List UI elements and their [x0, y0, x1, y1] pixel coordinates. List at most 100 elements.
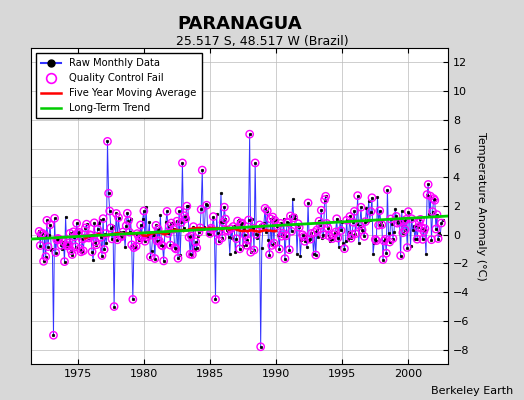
Point [130, 244, 138, 251]
Point [261, 205, 269, 212]
Point [270, 240, 278, 246]
Point [37, 231, 46, 237]
Point [76, 246, 84, 252]
Point [144, 232, 152, 238]
Point [301, 238, 309, 244]
Point [77, 249, 85, 255]
Point [401, 227, 409, 233]
Point [320, 196, 329, 203]
Point [73, 230, 82, 236]
Point [211, 296, 220, 302]
Point [316, 222, 324, 229]
Point [175, 208, 183, 214]
Point [208, 226, 216, 233]
Point [170, 244, 179, 251]
Point [266, 216, 275, 222]
Point [337, 227, 345, 234]
Point [42, 217, 51, 224]
Point [39, 258, 48, 264]
Point [279, 230, 287, 236]
Point [290, 214, 298, 221]
Point [215, 238, 223, 244]
Point [220, 204, 228, 210]
Point [143, 234, 151, 240]
Point [110, 303, 118, 310]
Text: Berkeley Earth: Berkeley Earth [431, 386, 514, 396]
Point [404, 208, 412, 215]
Point [198, 167, 206, 173]
Point [85, 232, 94, 238]
Point [152, 222, 160, 228]
Point [229, 223, 237, 230]
Point [154, 226, 162, 232]
Point [306, 236, 314, 242]
Point [112, 210, 121, 217]
Point [426, 193, 434, 199]
Point [267, 242, 276, 249]
Point [135, 237, 144, 243]
Point [114, 214, 123, 221]
Point [62, 242, 71, 249]
Point [148, 232, 157, 238]
Point [178, 160, 187, 166]
Point [379, 256, 387, 263]
Point [334, 235, 342, 241]
Point [91, 239, 100, 245]
Point [319, 232, 328, 238]
Point [157, 242, 166, 248]
Point [105, 208, 114, 214]
Point [299, 234, 308, 240]
Point [163, 208, 171, 214]
Point [386, 239, 394, 245]
Point [251, 160, 259, 166]
Point [63, 240, 72, 246]
Point [358, 227, 366, 233]
Point [244, 217, 253, 223]
Point [343, 217, 351, 224]
Point [249, 225, 257, 232]
Point [311, 229, 319, 236]
Point [197, 206, 205, 213]
Point [387, 216, 395, 222]
Point [256, 344, 265, 350]
Point [333, 216, 341, 222]
Point [263, 208, 271, 214]
Point [427, 236, 435, 243]
Point [227, 226, 235, 232]
Point [356, 222, 364, 229]
Point [433, 212, 441, 218]
Point [35, 228, 43, 234]
Point [196, 224, 204, 231]
Point [46, 222, 54, 228]
Point [202, 202, 211, 208]
Point [127, 242, 136, 248]
Point [381, 236, 389, 242]
Point [265, 251, 274, 258]
Point [100, 246, 108, 253]
Point [159, 258, 168, 264]
Point [125, 229, 134, 235]
Point [312, 252, 320, 258]
Point [243, 237, 252, 244]
Point [287, 228, 296, 234]
Point [36, 242, 45, 249]
Point [66, 230, 74, 236]
Point [351, 230, 359, 237]
Point [329, 231, 337, 238]
Point [206, 230, 214, 237]
Point [400, 218, 408, 224]
Point [285, 246, 293, 253]
Point [317, 207, 325, 214]
Point [368, 194, 376, 201]
Point [284, 220, 292, 226]
Point [269, 214, 277, 220]
Point [67, 248, 75, 254]
Point [430, 196, 438, 202]
Point [166, 242, 174, 248]
Point [419, 236, 427, 243]
Point [52, 237, 61, 243]
Point [376, 208, 384, 214]
Point [423, 191, 431, 198]
Point [151, 255, 159, 262]
Point [429, 208, 437, 215]
